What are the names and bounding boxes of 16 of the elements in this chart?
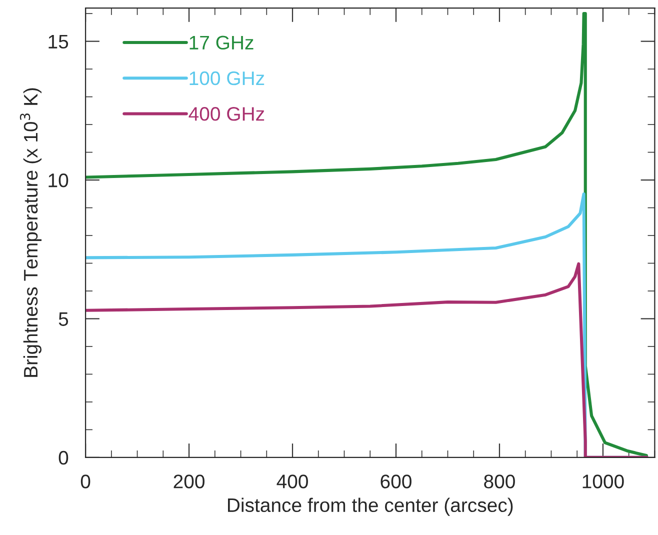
legend-label: 100 GHz <box>190 71 264 86</box>
legend-label: 400 GHz <box>188 107 264 121</box>
line-series <box>86 262 648 458</box>
x-axis-title: Distance from the center (arcsec) <box>228 498 513 516</box>
y-tick-label: 10 <box>48 173 68 188</box>
x-tick-label: 600 <box>380 474 412 488</box>
x-tick-label: 400 <box>276 474 308 488</box>
x-tick-label: 800 <box>484 474 515 488</box>
y-tick-label: 15 <box>48 34 68 49</box>
y-tick-label: 5 <box>58 312 68 326</box>
x-tick-label: 200 <box>174 474 204 488</box>
x-tick-label: 0 <box>80 474 90 488</box>
x-tick-label: 1000 <box>582 474 624 488</box>
y-tick-label: 0 <box>58 450 68 465</box>
y-axis-title: Brightness Temperature (x 10$^{3}$ K) <box>20 88 42 377</box>
legend-label: 17 GHz <box>190 36 254 50</box>
